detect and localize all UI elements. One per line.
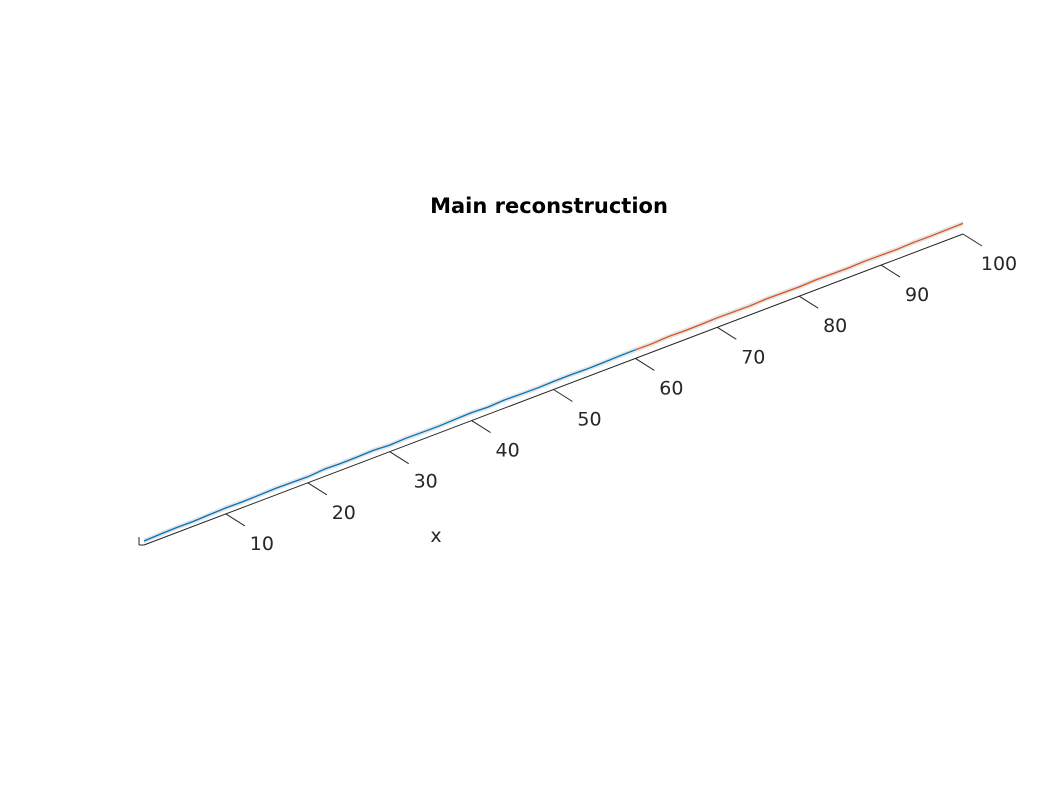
x-tick-label-50: 50 — [577, 409, 601, 431]
x-tick-label-40: 40 — [496, 440, 520, 462]
x-tick-label-30: 30 — [414, 471, 438, 493]
x-tick-mark-60 — [635, 357, 655, 371]
x-tick-mark-90 — [880, 264, 901, 278]
x-tick-mark-100 — [962, 233, 983, 247]
x-tick-label-90: 90 — [905, 284, 929, 306]
x-ticks: 10 20 30 40 50 60 70 80 90 100 — [225, 233, 1017, 555]
x-tick-mark-20 — [307, 482, 328, 496]
x-tick-mark-50 — [553, 389, 573, 402]
x-tick-mark-80 — [798, 295, 819, 309]
data-series — [143, 222, 964, 542]
x-tick-label-80: 80 — [823, 315, 847, 337]
x-tick-label-100: 100 — [981, 253, 1017, 275]
series-line-1 — [635, 222, 964, 351]
x-tick-mark-30 — [389, 451, 409, 465]
series-line-0 — [143, 349, 636, 542]
x-tick-mark-70 — [717, 326, 737, 340]
x-tick-label-70: 70 — [741, 346, 765, 368]
x-tick-label-60: 60 — [659, 377, 683, 399]
x-axis-label: x — [430, 525, 441, 547]
x-tick-label-20: 20 — [332, 502, 356, 524]
chart-title: Main reconstruction — [430, 194, 668, 218]
x-tick-mark-40 — [471, 420, 491, 434]
plot-area: 10 20 30 40 50 60 70 80 90 100 — [138, 220, 1017, 555]
x-tick-label-10: 10 — [250, 533, 274, 555]
x-tick-mark-10 — [225, 513, 246, 527]
